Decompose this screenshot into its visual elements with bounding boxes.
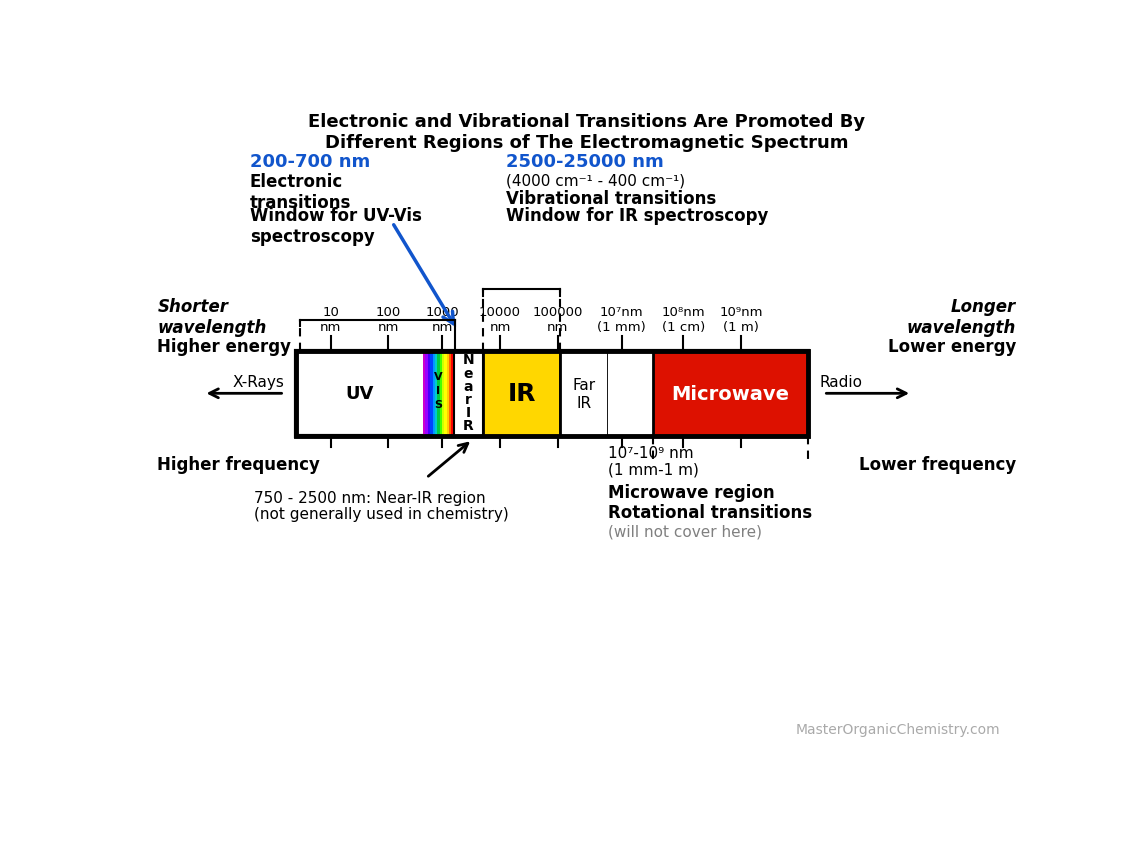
Text: Electronic
transitions: Electronic transitions [249, 173, 351, 212]
Text: I: I [437, 386, 440, 396]
Text: Higher frequency: Higher frequency [158, 456, 320, 473]
Text: Window for UV-Vis
spectroscopy: Window for UV-Vis spectroscopy [249, 207, 422, 246]
Text: Radio: Radio [819, 374, 863, 390]
Text: Rotational transitions: Rotational transitions [607, 504, 812, 522]
Bar [423, 351, 426, 436]
Bar [483, 351, 561, 436]
Text: 750 - 2500 nm: Near-IR region: 750 - 2500 nm: Near-IR region [254, 490, 485, 505]
Text: 10000
nm: 10000 nm [479, 306, 521, 334]
Text: Lower energy: Lower energy [888, 338, 1016, 356]
Text: Microwave: Microwave [672, 385, 789, 403]
Bar [296, 351, 808, 436]
Text: 10
nm: 10 nm [320, 306, 341, 334]
Bar [437, 351, 440, 436]
Text: (not generally used in chemistry): (not generally used in chemistry) [254, 507, 508, 522]
Text: X-Rays: X-Rays [232, 374, 285, 390]
Bar [296, 351, 808, 436]
Bar [435, 351, 438, 436]
Text: Far
IR: Far IR [572, 378, 596, 410]
Bar [452, 351, 454, 436]
Text: (4000 cm⁻¹ - 400 cm⁻¹): (4000 cm⁻¹ - 400 cm⁻¹) [506, 173, 685, 189]
Text: I: I [466, 405, 471, 420]
Text: 200-700 nm: 200-700 nm [249, 154, 370, 171]
Text: Microwave region: Microwave region [607, 484, 774, 502]
Text: Lower frequency: Lower frequency [859, 456, 1016, 473]
Bar [442, 351, 445, 436]
Text: 100000
nm: 100000 nm [533, 306, 583, 334]
Text: Window for IR spectroscopy: Window for IR spectroscopy [506, 207, 769, 225]
Text: N: N [462, 353, 475, 367]
Text: 10⁸nm
(1 cm): 10⁸nm (1 cm) [661, 306, 705, 334]
Text: V: V [434, 372, 443, 382]
Text: 10⁷nm
(1 mm): 10⁷nm (1 mm) [597, 306, 646, 334]
Text: Vibrational transitions: Vibrational transitions [506, 190, 716, 208]
Text: (will not cover here): (will not cover here) [607, 524, 762, 539]
Text: Electronic and Vibrational Transitions Are Promoted By
Different Regions of The : Electronic and Vibrational Transitions A… [308, 113, 865, 152]
Text: IR: IR [508, 382, 535, 406]
Text: MasterOrganicChemistry.com: MasterOrganicChemistry.com [796, 722, 1001, 736]
Text: e: e [463, 366, 474, 380]
Text: R: R [463, 418, 474, 432]
Text: S: S [435, 399, 443, 409]
Bar [432, 351, 435, 436]
Text: Shorter
wavelength: Shorter wavelength [158, 298, 267, 336]
Bar [454, 351, 483, 436]
Text: 2500-25000 nm: 2500-25000 nm [506, 154, 664, 171]
Text: 10⁹nm
(1 m): 10⁹nm (1 m) [720, 306, 763, 334]
Text: (1 mm-1 m): (1 mm-1 m) [607, 462, 699, 478]
Bar [450, 351, 452, 436]
Text: 1000
nm: 1000 nm [426, 306, 459, 334]
Bar [607, 351, 652, 436]
Text: 100
nm: 100 nm [375, 306, 402, 334]
Text: Higher energy: Higher energy [158, 338, 292, 356]
Text: Longer
wavelength: Longer wavelength [906, 298, 1016, 336]
Bar [561, 351, 607, 436]
Bar [444, 351, 447, 436]
Bar [439, 351, 443, 436]
Text: a: a [463, 380, 474, 393]
Bar [426, 351, 428, 436]
Text: 10⁷-10⁹ nm: 10⁷-10⁹ nm [607, 445, 693, 461]
Bar [447, 351, 450, 436]
Bar [430, 351, 432, 436]
Bar [428, 351, 430, 436]
Text: r: r [466, 392, 472, 406]
Text: UV: UV [345, 385, 374, 403]
Bar [652, 351, 808, 436]
